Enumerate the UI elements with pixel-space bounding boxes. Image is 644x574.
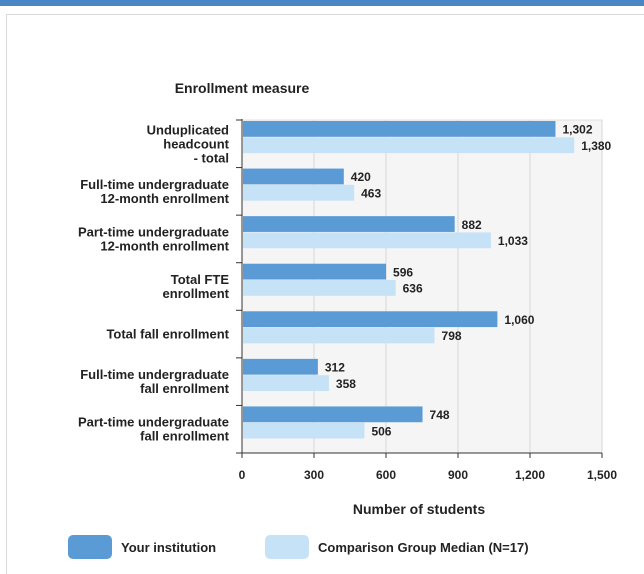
legend-swatch-your-institution	[68, 535, 112, 559]
x-tick-label: 1,200	[515, 468, 545, 482]
data-label: 596	[393, 265, 413, 279]
data-label: 358	[336, 377, 356, 391]
top-accent-bar	[0, 0, 644, 6]
data-label: 1,302	[562, 123, 592, 137]
data-label: 882	[462, 218, 482, 232]
category-label: 12-month enrollment	[100, 191, 229, 206]
category-label: headcount	[163, 136, 229, 151]
bar-comparison-median	[243, 232, 491, 249]
category-label: Total fall enrollment	[106, 327, 229, 342]
data-label: 420	[351, 170, 371, 184]
bar-comparison-median	[243, 184, 355, 201]
bar-series	[243, 121, 575, 439]
y-axis-title: Enrollment measure	[175, 80, 310, 96]
bar-comparison-median	[243, 375, 329, 391]
category-label: fall enrollment	[140, 381, 230, 396]
bar-comparison-median	[243, 422, 365, 439]
bar-your-institution	[243, 216, 455, 232]
category-label: Part-time undergraduate	[78, 224, 229, 239]
axes	[236, 119, 603, 458]
bar-your-institution	[243, 168, 344, 185]
data-label: 1,380	[581, 139, 611, 153]
x-tick-labels: 0 300 600 900 1,200 1,500	[239, 468, 618, 482]
bar-your-institution	[243, 263, 387, 280]
category-label: fall enrollment	[140, 429, 230, 444]
data-label: 636	[403, 282, 423, 296]
x-tick-label: 1,500	[587, 468, 617, 482]
x-axis-title: Number of students	[353, 501, 485, 517]
data-label: 1,060	[504, 313, 534, 327]
category-label: - total	[194, 150, 229, 165]
bar-your-institution	[243, 406, 423, 423]
category-label: Total FTE	[171, 272, 230, 287]
category-label: Full-time undergraduate	[80, 367, 229, 382]
category-label: 12-month enrollment	[100, 238, 229, 253]
bar-your-institution	[243, 311, 498, 328]
bar-comparison-median	[243, 280, 396, 296]
bar-comparison-median	[243, 137, 575, 154]
bar-your-institution	[243, 358, 318, 375]
data-label: 312	[325, 361, 345, 375]
chart-panel-border	[6, 14, 644, 574]
category-label: enrollment	[163, 286, 230, 301]
data-label: 798	[442, 329, 462, 343]
legend: Your institution Comparison Group Median …	[68, 535, 529, 559]
category-label: Part-time undergraduate	[78, 415, 229, 430]
data-label: 1,033	[498, 234, 528, 248]
x-tick-label: 0	[239, 468, 246, 482]
value-labels: 1,302 1,380 420 463 882 1,033 596 636 1,060 798 31…	[325, 123, 612, 439]
x-tick-label: 300	[304, 468, 324, 482]
category-label: Full-time undergraduate	[80, 177, 229, 192]
data-label: 463	[361, 187, 381, 201]
data-label: 506	[371, 424, 391, 438]
bar-your-institution	[243, 121, 556, 137]
category-label: Unduplicated	[147, 122, 229, 137]
x-tick-label: 600	[376, 468, 396, 482]
legend-swatch-comparison-median	[265, 535, 309, 559]
x-tick-label: 900	[448, 468, 468, 482]
legend-label: Comparison Group Median (N=17)	[318, 540, 529, 555]
legend-label: Your institution	[121, 540, 216, 555]
data-label: 748	[430, 408, 450, 422]
bar-comparison-median	[243, 327, 435, 344]
